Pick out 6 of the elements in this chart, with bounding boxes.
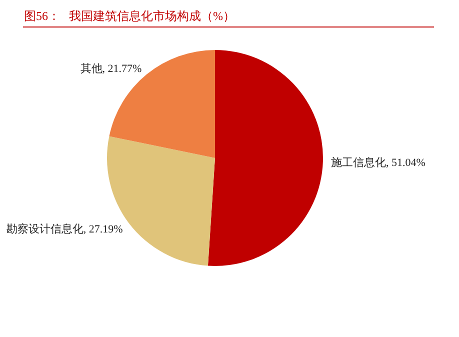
chart-title: 图56： 我国建筑信息化市场构成（%）	[24, 9, 235, 23]
slice-label: 施工信息化, 51.04%	[330, 156, 426, 169]
pie-slice	[109, 50, 215, 158]
slice-label: 其他, 21.77%	[80, 62, 142, 76]
pie-slice	[208, 50, 323, 266]
slice-label: 勘察设计信息化, 27.19%	[6, 222, 123, 236]
